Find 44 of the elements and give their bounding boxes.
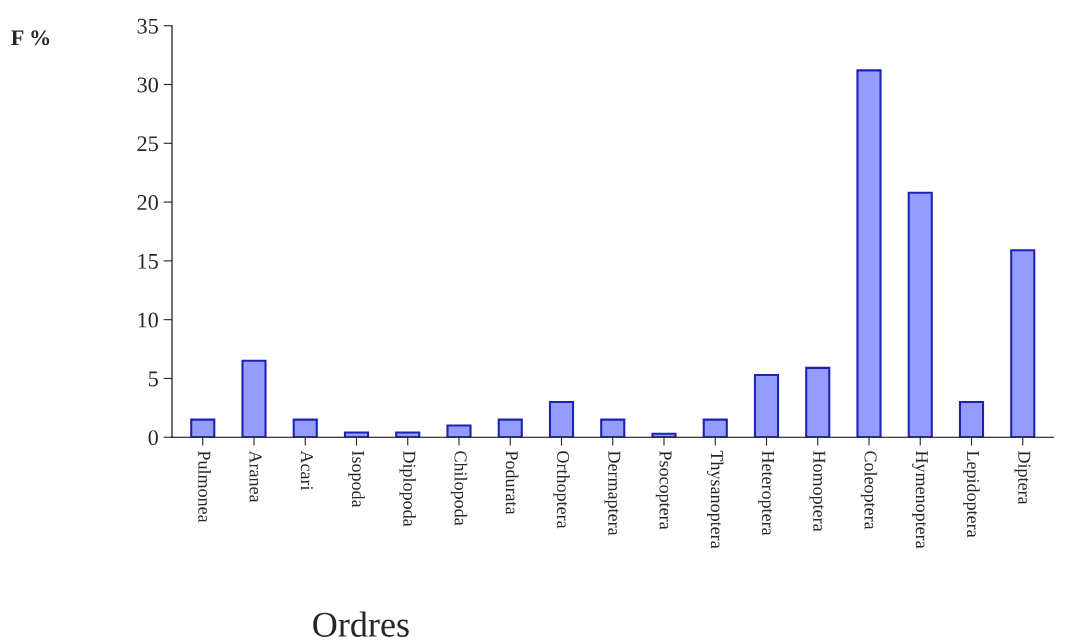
- x-tick-label: Dermaptera: [604, 450, 621, 536]
- y-tick-label: 25: [137, 136, 158, 152]
- x-tick-label: Pulmonea: [198, 450, 211, 523]
- x-tick-label: Orthoptera: [553, 451, 570, 529]
- y-axis-title: F %: [11, 30, 50, 46]
- y-tick-label: 15: [138, 253, 158, 269]
- x-tick-label: Psocoptera: [655, 450, 672, 530]
- x-tick-label: Homoptera: [809, 450, 826, 532]
- x-tick-label: Coleoptera: [860, 451, 878, 530]
- y-tick-label: 30: [137, 77, 158, 93]
- bar: [958, 400, 985, 438]
- bar: [856, 69, 882, 438]
- y-tick-label: 20: [137, 195, 158, 211]
- bar: [190, 418, 216, 438]
- x-tick-label: Aranea: [249, 450, 262, 503]
- bar: [343, 431, 370, 438]
- bar: [497, 418, 523, 438]
- x-tick-label: Diptera: [1014, 450, 1031, 505]
- bar: [292, 418, 318, 438]
- bar: [1010, 249, 1036, 438]
- bar: [600, 418, 626, 438]
- bar: [805, 366, 831, 438]
- bar: [702, 418, 728, 438]
- x-tick-label: Lepidoptera: [963, 450, 980, 538]
- x-tick-label: Chilopoda: [450, 451, 468, 526]
- y-tick-label: 10: [138, 312, 158, 328]
- x-tick-label: Heteroptera: [758, 450, 774, 536]
- y-tick-label: 35: [137, 18, 158, 34]
- bar: [651, 432, 677, 438]
- y-tick-label: 0: [148, 430, 158, 446]
- x-tick-label: Isopoda: [348, 451, 365, 508]
- x-tick-label: Thysanoptera: [707, 450, 724, 549]
- bar: [753, 373, 780, 438]
- bar: [446, 424, 472, 438]
- y-tick-label: 5: [148, 371, 158, 387]
- x-axis-title: Ordres: [313, 611, 409, 637]
- bar: [395, 431, 421, 438]
- x-tick-label: Diplopoda: [399, 450, 416, 527]
- bar: [548, 400, 575, 438]
- x-tick-label: Podurata: [505, 450, 519, 515]
- bar: [907, 191, 933, 438]
- x-tick-label: Hymenoptera: [912, 450, 928, 549]
- bar: [241, 359, 267, 438]
- x-tick-label: Acari: [300, 450, 313, 491]
